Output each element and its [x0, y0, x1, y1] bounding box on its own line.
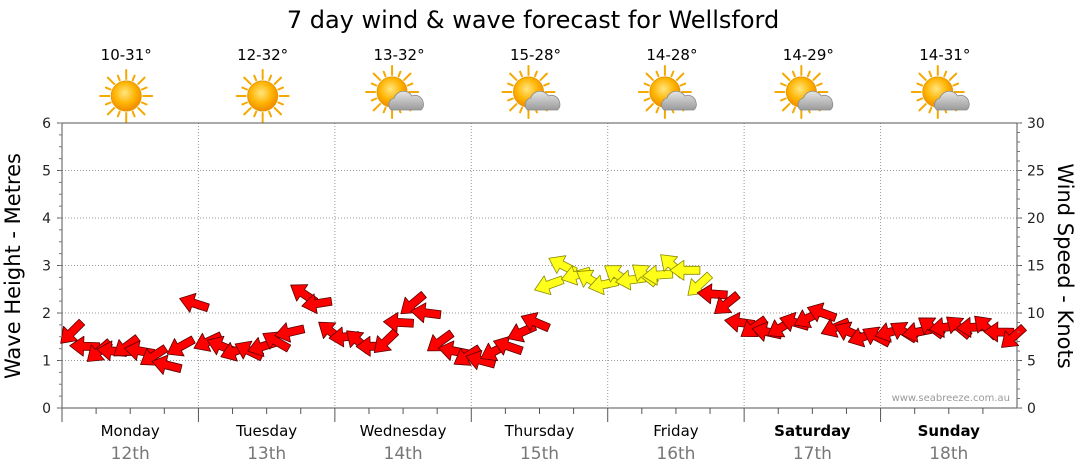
temperature-range: 13-32°: [374, 46, 425, 64]
left-tick-label: 1: [42, 354, 51, 370]
right-axis-label: Wind Speed - Knots: [1053, 163, 1077, 368]
wind-arrow: [806, 302, 838, 323]
day-name: Sunday: [918, 422, 981, 440]
left-tick-label: 6: [42, 116, 51, 132]
partly-cloudy-icon: [501, 65, 561, 119]
partly-cloudy-icon: [910, 65, 970, 119]
right-tick-label: 0: [1027, 401, 1036, 417]
right-tick-label: 15: [1027, 259, 1045, 275]
temperature-range: 15-28°: [510, 46, 561, 64]
sun-icon: [99, 69, 154, 123]
right-axis-ticks: 0 5 10 15 20 25 30: [1017, 116, 1045, 417]
wind-arrow: [520, 312, 551, 333]
temperature-range: 14-29°: [783, 46, 834, 64]
day-date: 13th: [247, 444, 286, 464]
temperature-range: 14-28°: [646, 46, 697, 64]
wind-arrow: [465, 349, 497, 371]
wind-arrow: [301, 293, 333, 315]
wind-arrow: [740, 315, 769, 338]
day-name: Monday: [101, 422, 160, 440]
day-date: 17th: [793, 444, 832, 464]
wind-arrow: [179, 292, 210, 313]
day-date: 14th: [384, 444, 423, 464]
wind-arrows: [60, 254, 1027, 375]
partly-cloudy-icon: [365, 65, 424, 119]
x-axis: Monday 12th Tuesday 13th Wednesday 14th Thursd…: [61, 408, 984, 464]
wind-arrow: [696, 283, 728, 305]
sun-icon: [235, 69, 290, 123]
left-tick-label: 4: [42, 211, 51, 227]
day-name: Saturday: [774, 422, 851, 440]
day-name: Wednesday: [360, 422, 447, 440]
partly-cloudy-icon: [774, 65, 834, 119]
wind-arrow: [669, 259, 701, 281]
credit-text: www.seabreeze.com.au: [892, 393, 1010, 404]
temperature-range: 10-31°: [101, 46, 152, 64]
left-tick-label: 2: [42, 306, 51, 322]
day-date: 18th: [929, 444, 968, 464]
left-tick-label: 0: [42, 401, 51, 417]
wind-arrow: [534, 275, 565, 295]
right-tick-label: 30: [1027, 116, 1045, 132]
wind-arrow: [383, 312, 414, 333]
left-tick-label: 5: [42, 164, 51, 180]
day-name: Friday: [653, 422, 699, 440]
chart-title: 7 day wind & wave forecast for Wellsford: [287, 6, 779, 34]
left-tick-label: 3: [42, 259, 51, 275]
wind-arrow: [453, 344, 482, 366]
day-name: Thursday: [504, 422, 575, 440]
day-date: 12th: [111, 444, 150, 464]
wind-arrow: [151, 354, 183, 375]
day-name: Tuesday: [235, 422, 297, 440]
wind-arrow: [166, 335, 196, 357]
temperature-labels: 10-31° 12-32° 13-32° 15-28° 14-28° 14-29° 14-3…: [101, 46, 971, 64]
left-axis-label: Wave Height - Metres: [1, 153, 25, 379]
wind-arrow: [274, 322, 306, 343]
right-tick-label: 10: [1027, 306, 1045, 322]
wind-arrow: [714, 291, 741, 314]
day-date: 15th: [520, 444, 559, 464]
wind-arrow: [642, 264, 674, 286]
wind-arrow: [410, 302, 442, 324]
day-date: 16th: [656, 444, 695, 464]
partly-cloudy-icon: [637, 65, 697, 119]
right-tick-label: 20: [1027, 211, 1045, 227]
right-tick-label: 25: [1027, 164, 1045, 180]
wind-arrow: [60, 318, 86, 344]
wind-arrow: [1001, 324, 1027, 348]
left-axis-ticks: 0 1 2 3 4 5 6: [42, 116, 62, 417]
temperature-range: 14-31°: [919, 46, 970, 64]
grid-lines: [62, 123, 1017, 408]
weather-icons: [99, 65, 970, 123]
temperature-range: 12-32°: [237, 46, 288, 64]
right-tick-label: 5: [1027, 354, 1036, 370]
